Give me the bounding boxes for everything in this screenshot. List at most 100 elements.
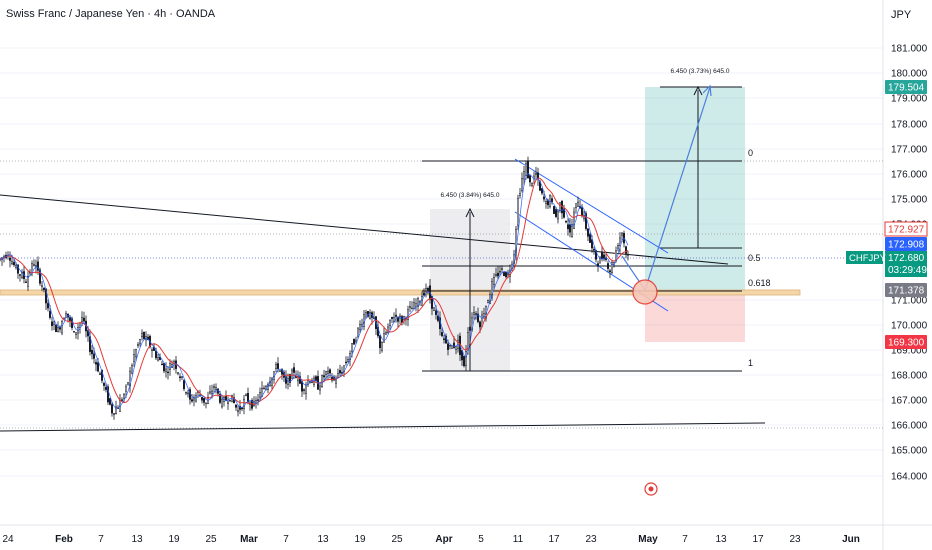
countdown-label: 03:29:49 <box>888 265 927 276</box>
measure-label: 6.450 (3.84%) 645.0 <box>441 192 500 199</box>
candle-body <box>355 339 357 343</box>
candle-body <box>93 353 95 359</box>
candle-body <box>443 338 445 340</box>
candle-body <box>625 246 627 254</box>
candle-body <box>73 331 75 333</box>
candle-body <box>81 317 83 322</box>
drawing-overlay: 6.450 (3.73%) 645.0 6.450 (3.84%) 645.0 0 0… <box>441 68 771 496</box>
candle-body <box>567 224 569 230</box>
candle-body <box>547 200 549 206</box>
candle-body <box>395 314 397 317</box>
candle-body <box>245 394 247 396</box>
candle-body <box>525 163 527 176</box>
symbol-tag-bg <box>846 251 883 264</box>
candle-body <box>593 248 595 251</box>
candle-body <box>597 263 599 267</box>
candle-body <box>179 376 181 378</box>
candle-body <box>39 269 41 284</box>
price-tick-label: 175.000 <box>891 195 928 206</box>
stop-price-label: 169.300 <box>888 338 925 349</box>
candle-body <box>257 399 259 401</box>
ma-blue-line <box>0 172 629 409</box>
candle-body <box>491 281 493 298</box>
descending-trendline <box>0 194 729 265</box>
price-tick-label: 169.000 <box>891 346 928 357</box>
candle-body <box>465 350 467 366</box>
candle-body <box>475 313 477 315</box>
candle-body <box>83 317 85 322</box>
candle-body <box>225 396 227 401</box>
time-tick-label: 13 <box>715 534 727 545</box>
channel-upper <box>514 158 669 254</box>
candle-body <box>9 257 11 261</box>
candle-body <box>581 207 583 216</box>
candle-body <box>577 201 579 207</box>
price-tick-label: 176.000 <box>891 170 928 181</box>
candle-body <box>321 375 323 387</box>
candle-body <box>383 333 385 343</box>
candle-body <box>345 361 347 364</box>
candle-body <box>617 245 619 249</box>
candle-body <box>495 274 497 276</box>
candle-body <box>493 276 495 285</box>
candle-body <box>55 324 57 333</box>
event-icon <box>644 482 658 496</box>
candle-body <box>331 377 333 381</box>
candle-body <box>619 237 621 246</box>
candle-body <box>455 346 457 350</box>
candle-body <box>621 232 623 236</box>
candle-body <box>291 369 293 379</box>
candle-body <box>215 387 217 390</box>
candle-body <box>69 317 71 321</box>
candle-body <box>107 386 109 403</box>
fib-value-label-bg <box>885 283 927 297</box>
ma-blue-value-label: 172.908 <box>888 240 925 251</box>
candle-body <box>357 327 359 337</box>
candle-body <box>385 332 387 335</box>
candle-body <box>587 228 589 237</box>
candle-series <box>0 156 629 420</box>
candle-body <box>573 211 575 229</box>
target-price-label: 179.504 <box>888 83 925 94</box>
candle-body <box>205 402 207 404</box>
candle-body <box>123 394 125 399</box>
candle-body <box>79 322 81 328</box>
time-tick-label: 19 <box>354 534 366 545</box>
price-tick-label: 165.000 <box>891 446 928 457</box>
candle-body <box>47 303 49 309</box>
candle-body <box>133 354 135 363</box>
candle-body <box>435 310 437 315</box>
candle-body <box>325 371 327 375</box>
candle-body <box>103 383 105 386</box>
candle-body <box>277 363 279 369</box>
price-tick-label: 171.000 <box>891 296 928 307</box>
currency-label[interactable]: JPY <box>891 9 912 21</box>
ma-red-line <box>0 177 629 405</box>
candle-body <box>87 330 89 337</box>
price-axis: 181.000 180.000 179.000 178.000 177.000 176.0… <box>891 44 928 483</box>
time-tick-label: 19 <box>168 534 180 545</box>
candle-body <box>347 359 349 362</box>
candle-body <box>113 413 115 415</box>
candle-body <box>519 193 521 196</box>
price-tick-label: 179.000 <box>891 94 928 105</box>
candle-body <box>437 315 439 321</box>
candle-body <box>297 376 299 382</box>
price-tick-label: 167.000 <box>891 396 928 407</box>
candle-body <box>527 161 529 179</box>
stop-price-label-bg <box>885 335 927 349</box>
time-tick-label: Mar <box>240 534 258 545</box>
candle-body <box>135 349 137 357</box>
ma-red-value-label: 172.927 <box>888 225 925 236</box>
candle-body <box>143 331 145 340</box>
candle-body <box>95 362 97 365</box>
fib-label: 0 <box>748 148 753 158</box>
time-tick-label: 7 <box>98 534 104 545</box>
candle-body <box>517 197 519 226</box>
support-trendline <box>0 422 766 432</box>
candle-body <box>599 256 601 264</box>
price-tick-label: 180.000 <box>891 69 928 80</box>
candle-body <box>131 365 133 374</box>
candle-body <box>555 209 557 217</box>
